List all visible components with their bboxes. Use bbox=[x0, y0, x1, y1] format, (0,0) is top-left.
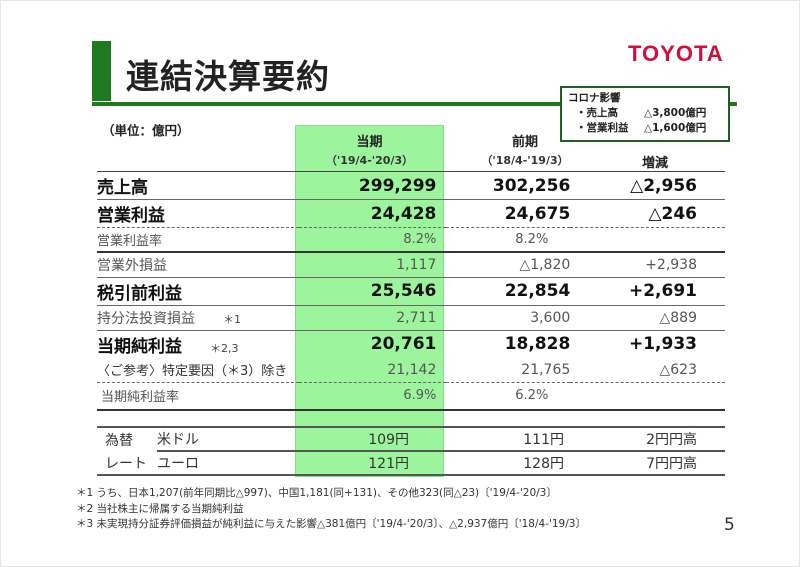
value-current: 20,761 bbox=[370, 334, 437, 354]
value-previous: 18,828 bbox=[504, 334, 571, 354]
value-current: 6.9% bbox=[298, 382, 447, 411]
fx-label: レート bbox=[97, 451, 157, 476]
col-header-current: 当期 bbox=[356, 135, 383, 150]
corona-impact-box: コロナ影響 ・売上高 △3,800億円 ・営業利益 △1,600億円 bbox=[560, 86, 730, 142]
value-previous: 302,256 bbox=[446, 172, 571, 200]
fx-row: 為替 米ドル 109円 111円 2円円高 bbox=[97, 428, 725, 452]
value-previous: 3,600 bbox=[446, 305, 571, 331]
footnote-3: ＊3 未実現持分証券評価損益が純利益に与えた影響△381億円〔'19/4-'20… bbox=[76, 518, 586, 530]
fx-row: レート ユーロ 121円 128円 7円円高 bbox=[97, 451, 725, 476]
footnotes: ＊1 うち、日本1,207(前年同期比△997)、中国1,181(同+131)、… bbox=[76, 486, 586, 533]
footnote-ref: ＊1 bbox=[223, 312, 241, 326]
value-previous: 21,765 bbox=[446, 357, 571, 383]
value-change: +2,938 bbox=[570, 251, 725, 278]
table-row: 営業外損益 1,117 △1,820 +2,938 bbox=[97, 251, 725, 278]
fx-change: 2円円高 bbox=[569, 428, 725, 452]
table-top-rule bbox=[97, 171, 725, 172]
value-current: 299,299 bbox=[298, 172, 447, 200]
table-row: 当期純利益率 6.9% 6.2% bbox=[97, 382, 725, 411]
row-label: 営業外損益 bbox=[97, 251, 299, 278]
footnote-1: ＊1 うち、日本1,207(前年同期比△997)、中国1,181(同+131)、… bbox=[76, 487, 557, 499]
value-change: △889 bbox=[570, 305, 725, 331]
value-current: 24,428 bbox=[298, 199, 447, 228]
value-current: 8.2% bbox=[298, 227, 447, 253]
table-row: 税引前利益 25,546 22,854 +2,691 bbox=[97, 277, 725, 306]
corona-item-value: △1,600億円 bbox=[644, 122, 707, 134]
toyota-logo: TOYOTA bbox=[628, 41, 724, 66]
row-label: 営業利益率 bbox=[97, 227, 299, 253]
fx-current: 109円 bbox=[295, 428, 444, 452]
table-row: 〈ご参考〉特定要因（＊3）除き 21,142 21,765 △623 bbox=[97, 357, 725, 383]
table-row: 持分法投資損益 ＊1 2,711 3,600 △889 bbox=[97, 305, 725, 331]
value-previous: 8.2% bbox=[446, 227, 571, 253]
value-change bbox=[570, 227, 725, 253]
corona-item-label: ・売上高 bbox=[576, 107, 618, 119]
row-label: 当期純利益 ＊2,3 bbox=[97, 330, 299, 358]
fx-current: 121円 bbox=[295, 451, 444, 476]
value-previous: △1,820 bbox=[446, 251, 571, 278]
page-number: 5 bbox=[724, 515, 735, 535]
value-change: △623 bbox=[570, 357, 725, 383]
table-row: 売上高 299,299 302,256 △2,956 bbox=[97, 172, 725, 200]
financial-summary-table: 売上高 299,299 302,256 △2,956 営業利益 24,428 2… bbox=[97, 172, 725, 411]
fx-currency: ユーロ bbox=[157, 451, 295, 476]
table-row: 営業利益 24,428 24,675 △246 bbox=[97, 199, 725, 228]
value-change: +2,691 bbox=[570, 277, 725, 306]
value-previous: 22,854 bbox=[446, 277, 571, 306]
value-change: △246 bbox=[570, 199, 725, 228]
unit-label: （単位：億円） bbox=[102, 123, 190, 138]
title-accent-bar bbox=[92, 41, 111, 101]
fx-change: 7円円高 bbox=[569, 451, 725, 476]
value-change: △2,956 bbox=[570, 172, 725, 200]
fx-rate-table: 為替 米ドル 109円 111円 2円円高 レート ユーロ 121円 128円 … bbox=[97, 428, 725, 476]
fx-previous: 128円 bbox=[444, 451, 569, 476]
row-label-text: 持分法投資損益 bbox=[97, 310, 195, 327]
col-header-change: 増減 bbox=[641, 156, 668, 171]
row-label: 持分法投資損益 ＊1 bbox=[97, 305, 299, 331]
corona-item-value: △3,800億円 bbox=[644, 107, 707, 119]
value-previous: 6.2% bbox=[446, 382, 571, 411]
table-row: 当期純利益 ＊2,3 20,761 18,828 +1,933 bbox=[97, 330, 725, 358]
value-previous: 24,675 bbox=[446, 199, 571, 228]
row-label: 〈ご参考〉特定要因（＊3）除き bbox=[97, 357, 299, 383]
corona-item: ・営業利益 △1,600億円 bbox=[568, 121, 722, 136]
corona-item-label: ・営業利益 bbox=[576, 122, 629, 134]
footnote-2: ＊2 当社株主に帰属する当期純利益 bbox=[76, 502, 244, 515]
value-change: +1,933 bbox=[628, 334, 697, 354]
fx-previous: 111円 bbox=[444, 428, 569, 452]
value-current: 21,142 bbox=[298, 357, 447, 383]
corona-item: ・売上高 △3,800億円 bbox=[568, 106, 722, 121]
fx-label: 為替 bbox=[105, 432, 133, 449]
value-current: 1,117 bbox=[298, 251, 447, 278]
fx-currency: 米ドル bbox=[157, 428, 295, 452]
footnote-ref: ＊2,3 bbox=[210, 341, 239, 355]
row-label: 売上高 bbox=[97, 172, 299, 200]
fx-top-rule bbox=[97, 426, 725, 428]
col-period-previous: （'18/4-'19/3） bbox=[481, 154, 569, 167]
table-row: 営業利益率 8.2% 8.2% bbox=[97, 227, 725, 253]
corona-box-title: コロナ影響 bbox=[568, 92, 621, 104]
title-underline bbox=[92, 102, 737, 106]
col-period-current: （'19/4-'20/3） bbox=[325, 154, 414, 167]
row-label: 営業利益 bbox=[97, 199, 299, 228]
page-title: 連結決算要約 bbox=[126, 57, 330, 96]
row-label: 税引前利益 bbox=[97, 277, 299, 306]
row-label: 当期純利益率 bbox=[97, 382, 299, 411]
value-current: 2,711 bbox=[298, 305, 447, 331]
value-change bbox=[570, 382, 725, 411]
value-current: 25,546 bbox=[298, 277, 447, 306]
col-header-previous: 前期 bbox=[511, 135, 538, 150]
row-label-text: 当期純利益 bbox=[97, 336, 182, 357]
